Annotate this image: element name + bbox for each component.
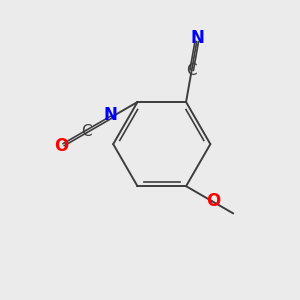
Text: N: N — [103, 106, 118, 124]
Text: N: N — [191, 29, 205, 47]
Text: O: O — [206, 192, 220, 210]
Text: O: O — [54, 137, 68, 155]
Text: C: C — [81, 124, 92, 139]
Text: C: C — [186, 63, 197, 78]
